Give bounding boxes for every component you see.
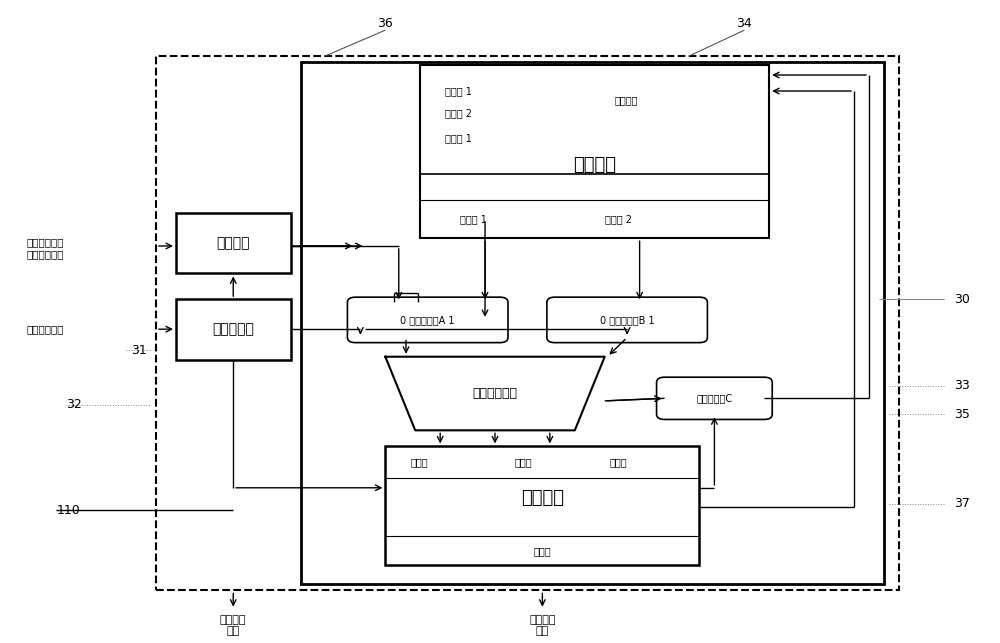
Text: 指令输入端口: 指令输入端口: [26, 324, 64, 334]
Text: 33: 33: [954, 379, 969, 392]
Text: 本地存储: 本地存储: [521, 489, 564, 507]
Text: 数据输入: 数据输入: [615, 96, 638, 105]
Text: 30: 30: [954, 293, 970, 305]
FancyBboxPatch shape: [547, 297, 707, 343]
Text: 数据输出
端口: 数据输出 端口: [529, 615, 556, 637]
FancyBboxPatch shape: [347, 297, 508, 343]
Text: 31: 31: [131, 344, 147, 357]
Text: 指令解析器: 指令解析器: [212, 323, 254, 336]
Bar: [176, 299, 291, 360]
Text: 32: 32: [66, 398, 82, 412]
Text: 35: 35: [954, 408, 970, 421]
Text: 指令输出
端口: 指令输出 端口: [220, 615, 246, 637]
Text: 读地址 2: 读地址 2: [445, 109, 472, 118]
Text: 算术运算部件: 算术运算部件: [473, 387, 518, 400]
Bar: [420, 66, 769, 239]
Bar: [301, 62, 884, 584]
Bar: [385, 446, 699, 565]
Text: 读地址 1: 读地址 1: [445, 86, 472, 96]
Text: 低级处理单元
数据输入端口: 低级处理单元 数据输入端口: [26, 237, 64, 258]
Text: 读数据 1: 读数据 1: [460, 214, 487, 224]
Text: 写地址: 写地址: [610, 457, 627, 467]
Text: 寄存器组: 寄存器组: [573, 156, 616, 174]
Text: 写地址 1: 写地址 1: [445, 132, 472, 143]
Text: 输入缓存: 输入缓存: [216, 236, 250, 250]
Text: 34: 34: [736, 17, 752, 30]
Text: 0 多路选择器B 1: 0 多路选择器B 1: [600, 315, 654, 325]
Text: 0 多路选择器A 1: 0 多路选择器A 1: [400, 315, 455, 325]
FancyBboxPatch shape: [657, 377, 772, 419]
Text: 37: 37: [954, 498, 970, 511]
Text: 多路选择器C: 多路选择器C: [696, 394, 732, 403]
Text: 写数据: 写数据: [410, 457, 428, 467]
Polygon shape: [385, 357, 605, 430]
Bar: [156, 56, 899, 590]
Text: 36: 36: [377, 17, 393, 30]
Text: 读数据: 读数据: [534, 546, 551, 556]
Bar: [176, 213, 291, 273]
Text: 读数据: 读数据: [515, 457, 533, 467]
Text: 读数据 2: 读数据 2: [605, 214, 632, 224]
Text: 110: 110: [56, 504, 80, 517]
